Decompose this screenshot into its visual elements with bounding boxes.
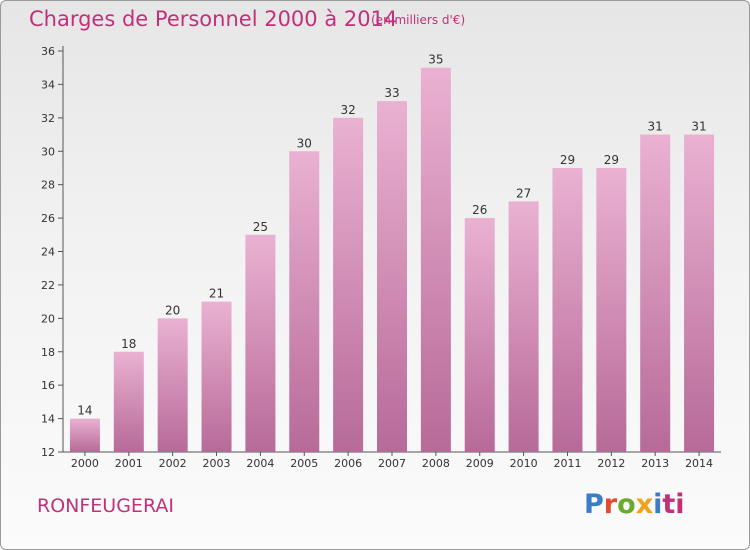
y-tick-label: 20	[41, 312, 55, 325]
x-tick-label: 2006	[334, 457, 362, 470]
bar-value-label: 31	[691, 120, 706, 134]
bar	[201, 301, 232, 452]
logo-letter: i	[653, 489, 663, 520]
bar	[113, 351, 144, 452]
y-tick-label: 16	[41, 379, 55, 392]
logo-letter: P	[584, 489, 604, 520]
bar-value-label: 31	[648, 120, 663, 134]
x-tick-label: 2002	[159, 457, 187, 470]
bar-value-label: 29	[560, 153, 575, 167]
x-tick-label: 2003	[203, 457, 231, 470]
y-tick-label: 32	[41, 112, 55, 125]
bar-value-label: 26	[472, 203, 487, 217]
x-tick-label: 2009	[466, 457, 494, 470]
x-tick-label: 2013	[641, 457, 669, 470]
y-tick-label: 26	[41, 212, 55, 225]
x-tick-label: 2001	[115, 457, 143, 470]
logo-letter: r	[603, 489, 618, 520]
x-tick-label: 2012	[597, 457, 625, 470]
commune-name: RONFEUGERAI	[37, 495, 174, 517]
bar-value-label: 25	[253, 220, 268, 234]
y-tick-label: 34	[41, 78, 55, 91]
x-tick-label: 2010	[510, 457, 538, 470]
bar	[640, 134, 671, 452]
bar-value-label: 35	[428, 53, 443, 67]
x-tick-label: 2014	[685, 457, 713, 470]
logo-letter: x	[635, 489, 654, 520]
y-tick-label: 24	[41, 246, 55, 259]
bar	[157, 318, 188, 452]
bar-value-label: 27	[516, 186, 531, 200]
logo-letter: ti	[662, 489, 685, 520]
y-tick-label: 36	[41, 45, 55, 58]
x-tick-label: 2000	[71, 457, 99, 470]
bar-value-label: 33	[384, 86, 399, 100]
bar	[596, 167, 627, 453]
bar	[684, 134, 715, 452]
bar	[245, 234, 276, 452]
x-tick-label: 2005	[290, 457, 318, 470]
bar-value-label: 21	[209, 287, 224, 301]
y-tick-label: 18	[41, 346, 55, 359]
bar	[69, 418, 100, 452]
proxiti-logo[interactable]: Proxiti	[584, 489, 685, 520]
bar	[552, 167, 583, 453]
bar-value-label: 32	[340, 103, 355, 117]
bar	[464, 218, 495, 452]
x-tick-label: 2007	[378, 457, 406, 470]
x-tick-label: 2011	[553, 457, 581, 470]
x-tick-label: 2004	[246, 457, 274, 470]
chart-title: Charges de Personnel 2000 à 2014	[29, 7, 398, 31]
bar	[289, 151, 320, 452]
y-tick-label: 22	[41, 279, 55, 292]
y-tick-label: 12	[41, 446, 55, 459]
bar-value-label: 30	[297, 136, 312, 150]
y-tick-label: 28	[41, 179, 55, 192]
bar	[508, 201, 539, 452]
bar-value-label: 14	[77, 404, 92, 418]
bar-value-label: 20	[165, 303, 180, 317]
chart-subtitle: (en milliers d'€)	[371, 13, 466, 27]
bar	[377, 101, 407, 452]
logo-letter: o	[617, 489, 636, 520]
bar-value-label: 18	[121, 337, 136, 351]
y-tick-label: 30	[41, 145, 55, 158]
bar	[333, 117, 364, 452]
bar-value-label: 29	[604, 153, 619, 167]
y-tick-label: 14	[41, 413, 55, 426]
bar	[420, 67, 451, 452]
x-tick-label: 2008	[422, 457, 450, 470]
